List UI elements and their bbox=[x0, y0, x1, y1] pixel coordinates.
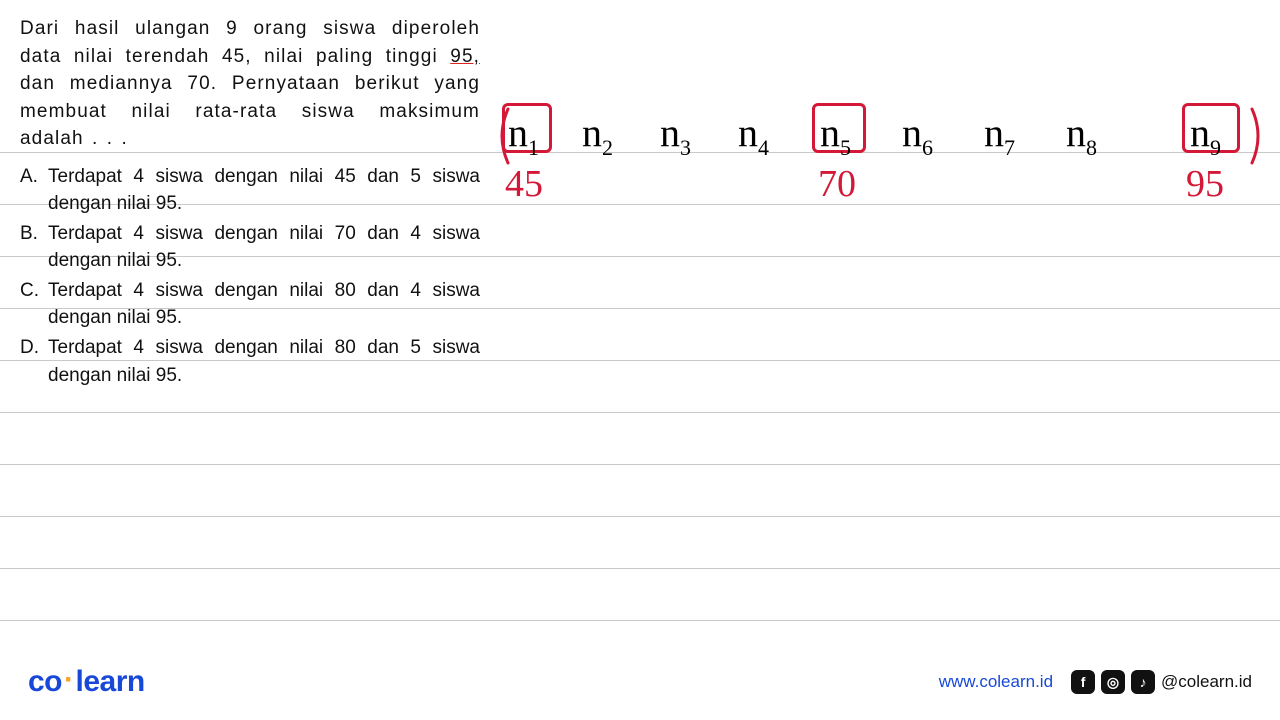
hw-variable: n8 bbox=[1066, 113, 1097, 159]
option-row: B.Terdapat 4 siswa dengan nilai 70 dan 4… bbox=[20, 220, 480, 275]
social-icons: f◎♪ bbox=[1071, 670, 1155, 694]
hw-variable: n9 bbox=[1190, 113, 1221, 159]
hw-variable: n3 bbox=[660, 113, 691, 159]
option-letter: D. bbox=[20, 334, 48, 389]
social-handle: @colearn.id bbox=[1161, 672, 1252, 692]
hw-variable: n6 bbox=[902, 113, 933, 159]
hw-variable: n1 bbox=[508, 113, 539, 159]
option-text: Terdapat 4 siswa dengan nilai 80 dan 4 s… bbox=[48, 277, 480, 332]
option-text: Terdapat 4 siswa dengan nilai 70 dan 4 s… bbox=[48, 220, 480, 275]
logo-dot: · bbox=[62, 663, 76, 696]
option-letter: C. bbox=[20, 277, 48, 332]
logo-co: co bbox=[28, 665, 62, 698]
hw-value: 70 bbox=[818, 165, 856, 203]
question-text-part1: Dari hasil ulangan 9 orang siswa diperol… bbox=[20, 18, 480, 67]
question-text-part2: dan mediannya 70. Pernyataan berikut yan… bbox=[20, 73, 480, 149]
hw-variable: n7 bbox=[984, 113, 1015, 159]
hw-variable: n5 bbox=[820, 113, 851, 159]
option-text: Terdapat 4 siswa dengan nilai 45 dan 5 s… bbox=[48, 163, 480, 218]
hw-variable: n2 bbox=[582, 113, 613, 159]
handwriting-area: n1 45 n2 n3 n4 n5 70 n6 n7 n8 n9 95 bbox=[490, 95, 1270, 295]
option-letter: B. bbox=[20, 220, 48, 275]
tiktok-icon[interactable]: ♪ bbox=[1131, 670, 1155, 694]
option-text: Terdapat 4 siswa dengan nilai 80 dan 5 s… bbox=[48, 334, 480, 389]
hw-variable: n4 bbox=[738, 113, 769, 159]
option-row: D.Terdapat 4 siswa dengan nilai 80 dan 5… bbox=[20, 334, 480, 389]
footer: co·learn www.colearn.id f◎♪ @colearn.id bbox=[0, 662, 1280, 702]
question-text: Dari hasil ulangan 9 orang siswa diperol… bbox=[20, 15, 480, 153]
question-block: Dari hasil ulangan 9 orang siswa diperol… bbox=[20, 15, 480, 391]
facebook-icon[interactable]: f bbox=[1071, 670, 1095, 694]
hw-value: 45 bbox=[505, 165, 543, 203]
instagram-icon[interactable]: ◎ bbox=[1101, 670, 1125, 694]
paren-right bbox=[1248, 107, 1266, 165]
option-row: A.Terdapat 4 siswa dengan nilai 45 dan 5… bbox=[20, 163, 480, 218]
logo-learn: learn bbox=[76, 665, 145, 698]
site-url[interactable]: www.colearn.id bbox=[939, 672, 1053, 692]
hw-value: 95 bbox=[1186, 165, 1224, 203]
colearn-logo: co·learn bbox=[28, 665, 145, 699]
question-underlined-95: 95, bbox=[450, 46, 480, 67]
option-letter: A. bbox=[20, 163, 48, 218]
options-list: A.Terdapat 4 siswa dengan nilai 45 dan 5… bbox=[20, 163, 480, 389]
option-row: C.Terdapat 4 siswa dengan nilai 80 dan 4… bbox=[20, 277, 480, 332]
